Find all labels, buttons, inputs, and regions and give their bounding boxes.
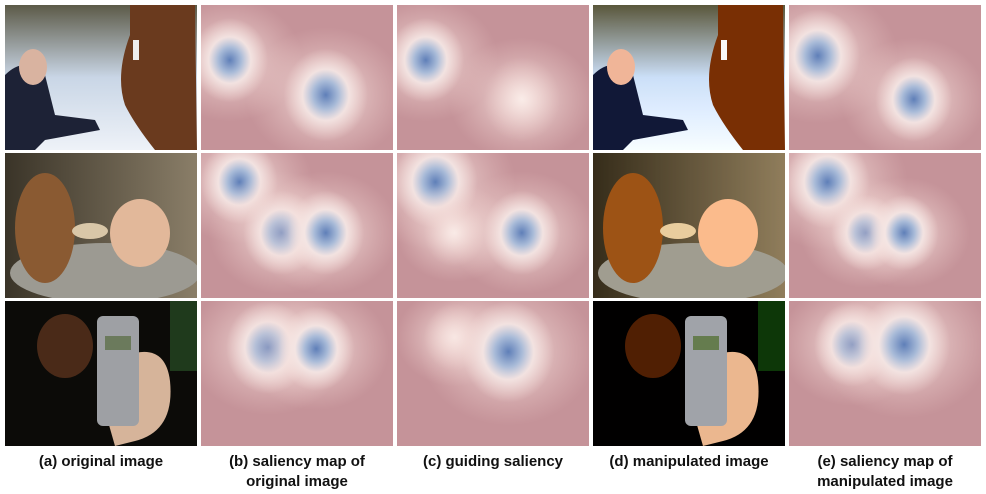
face <box>19 49 47 85</box>
image-cell <box>593 5 785 150</box>
image-cell <box>593 301 785 446</box>
blaze <box>721 40 727 60</box>
image-cell <box>5 153 200 303</box>
saliency-blob <box>483 191 560 275</box>
saliency-blob <box>870 195 939 271</box>
image-cell <box>396 278 596 446</box>
bear <box>603 173 663 283</box>
saliency-blob <box>858 294 950 395</box>
saliency-blob <box>483 57 560 141</box>
bowl <box>660 223 696 239</box>
phone <box>685 316 727 426</box>
image-cell <box>188 280 393 446</box>
blaze <box>133 40 139 60</box>
image-cell <box>5 5 197 150</box>
caption: manipulated image <box>817 473 953 490</box>
saliency-blob <box>462 301 554 402</box>
baby <box>110 199 170 267</box>
image-cell <box>593 153 788 303</box>
face <box>625 314 681 378</box>
caption: original image <box>246 473 348 490</box>
saliency-blob <box>875 57 952 141</box>
saliency-blob <box>287 191 364 275</box>
face <box>37 314 93 378</box>
baby <box>698 199 758 267</box>
greenery <box>170 301 197 371</box>
phone <box>97 316 139 426</box>
caption: (d) manipulated image <box>609 453 768 470</box>
figure: (a) original image (b) saliency map of ori… <box>0 0 986 494</box>
caption: (a) original image <box>39 453 163 470</box>
face <box>607 49 635 85</box>
greenery <box>758 301 785 371</box>
screen <box>105 336 131 350</box>
screen <box>693 336 719 350</box>
bear <box>15 173 75 283</box>
saliency-blob <box>284 48 368 141</box>
bowl <box>72 223 108 239</box>
caption: (e) saliency map of <box>817 453 953 470</box>
caption: (b) saliency map of <box>229 453 366 470</box>
caption: (c) guiding saliency <box>423 453 564 470</box>
saliency-blob <box>278 307 355 391</box>
image-cell <box>5 301 197 446</box>
